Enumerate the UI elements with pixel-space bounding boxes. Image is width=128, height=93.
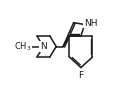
Text: F: F — [78, 71, 83, 80]
Text: N: N — [40, 42, 47, 51]
Text: CH$_3$: CH$_3$ — [14, 40, 32, 53]
Text: NH: NH — [84, 19, 97, 28]
